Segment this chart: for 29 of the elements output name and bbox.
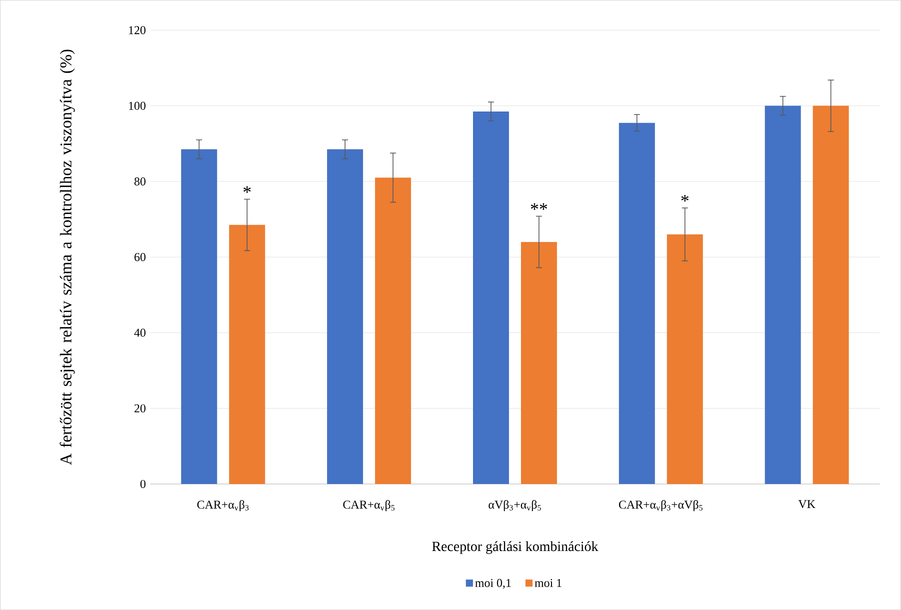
bar <box>764 106 801 484</box>
bar <box>327 149 364 484</box>
x-tick-label: CAR+α$_{v}$β$_{3}$ <box>197 500 249 512</box>
y-tick-label: 100 <box>129 102 146 110</box>
y-tick-label: 120 <box>129 26 146 34</box>
data-label: * <box>681 194 689 202</box>
y-tick-label: 20 <box>134 404 146 412</box>
bar <box>618 122 655 484</box>
x-tick-label: CAR+α$_{v}$β$_{3}$+αVβ$_{5}$ <box>618 500 703 512</box>
x-axis-title: Receptor gátlási kombinációk <box>432 541 598 554</box>
legend-label: moi 1 <box>534 578 562 587</box>
bar <box>812 106 849 484</box>
x-tick-label: αVβ$_{3}$+α$_{v}$β$_{5}$ <box>488 500 541 512</box>
data-label: * <box>243 186 251 193</box>
bar <box>666 234 703 484</box>
y-tick-label: 40 <box>134 328 146 337</box>
data-label: ** <box>530 203 548 210</box>
bar <box>229 224 266 484</box>
x-tick-label: VK <box>798 500 816 508</box>
y-axis-title: A fertőzött sejtek relatív száma a kontrollhoz viszonyítva (%) <box>60 50 75 465</box>
bar <box>181 149 218 484</box>
y-tick-label: 0 <box>140 480 146 488</box>
bar <box>520 242 557 484</box>
bar <box>472 111 509 484</box>
x-tick-label: CAR+α$_{v}$β$_{5}$ <box>343 500 395 512</box>
y-tick-label: 80 <box>134 177 146 186</box>
bar <box>375 178 412 484</box>
y-tick-label: 60 <box>134 252 146 262</box>
legend-label: moi 0,1 <box>475 578 511 589</box>
